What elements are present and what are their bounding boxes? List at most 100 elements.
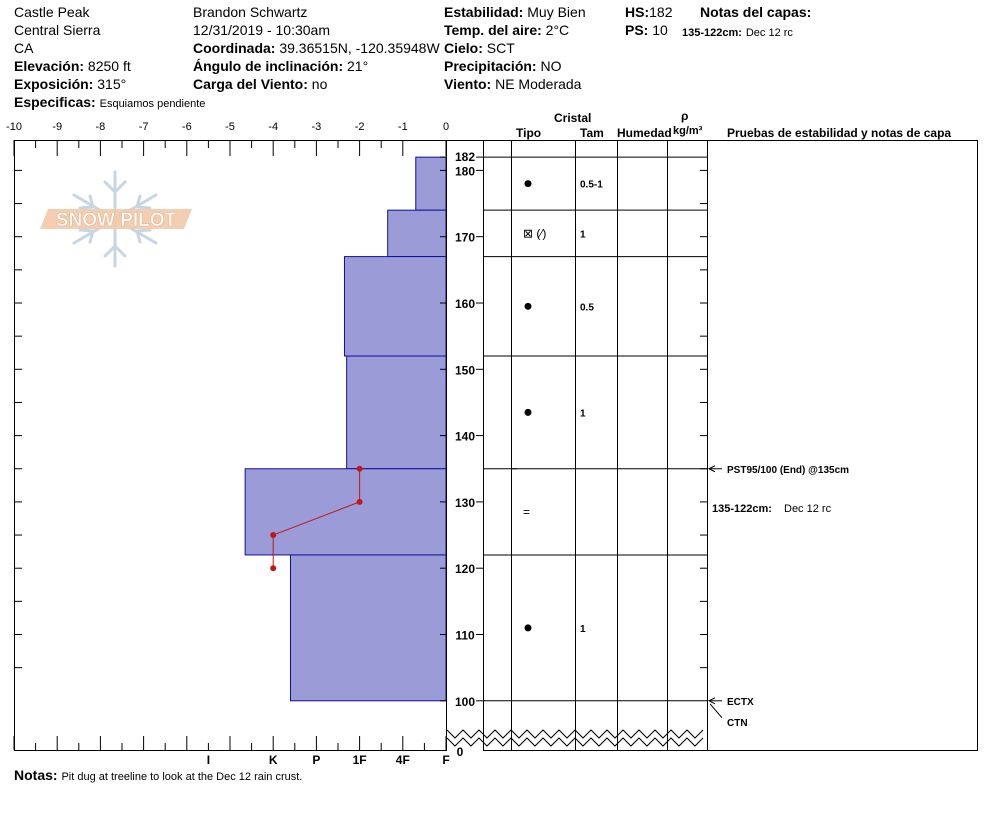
hardness-label-1F: 1F <box>353 753 367 767</box>
wind-load-label: Carga del Viento: <box>193 76 308 92</box>
layer-note: 135-122cm: Dec 12 rc <box>682 23 793 41</box>
temperature-line <box>272 468 361 569</box>
sky-label: Cielo: <box>444 40 483 56</box>
grain-size: 1 <box>580 229 586 240</box>
hardness-layers <box>244 156 447 702</box>
depth-label: 182 <box>455 150 475 164</box>
grain-type-symbol: ⊠ (∕) <box>523 226 546 240</box>
hardness-label-4F: 4F <box>396 753 410 767</box>
notes-text: Pit dug at treeline to look at the Dec 1… <box>61 771 303 783</box>
slope-value: 21° <box>347 58 369 74</box>
test-arrowhead <box>707 465 716 473</box>
notes: Notas: Pit dug at treeline to look at th… <box>14 767 302 785</box>
hardness-axis: I K P 1F 4F F <box>13 736 450 767</box>
elevation-value: 8250 ft <box>87 58 131 74</box>
col-type: Tipo <box>516 126 542 140</box>
test-label: ECTX <box>727 697 754 708</box>
temp-tick-label: -10 <box>6 121 22 133</box>
grain-size: 0.5-1 <box>580 180 603 191</box>
hardness-bar-0 <box>415 156 447 211</box>
coord-label: Coordinada: <box>193 40 276 56</box>
layer-note-range: 135-122cm: <box>712 503 772 515</box>
ps-label: PS: <box>625 22 649 38</box>
hardness-label-F: F <box>442 753 449 767</box>
precip-value: NO <box>540 58 562 74</box>
hs-value: 182 <box>649 4 673 20</box>
hardness-bar-5 <box>289 554 447 702</box>
coord-value: 39.36515N, -120.35948W <box>279 40 440 56</box>
wind-loading: Carga del Viento: no <box>193 76 327 92</box>
aspect-label: Exposición: <box>14 76 94 92</box>
sky: Cielo: SCT <box>444 40 515 56</box>
hardness-bar-2 <box>343 256 447 357</box>
zigzag-line-0 <box>446 729 704 739</box>
grain-round-icon <box>524 302 532 310</box>
grain-size: 1 <box>580 624 586 635</box>
air-temp-value: 2°C <box>545 22 570 38</box>
air-temp-label: Temp. del aire: <box>444 22 542 38</box>
zigzag-line-1 <box>446 737 704 747</box>
specifics-value: Esquiamos pendiente <box>99 98 206 110</box>
precip-label: Precipitación: <box>444 58 537 74</box>
hardness-label-I: I <box>207 753 210 767</box>
aspect-value: 315° <box>97 76 127 92</box>
temp-tick-label: -1 <box>398 121 408 133</box>
hs-label: HS: <box>625 4 650 20</box>
depth-label: 180 <box>455 164 475 178</box>
coordinates: Coordinada: 39.36515N, -120.35948W <box>193 40 440 56</box>
depth-label: 100 <box>455 695 475 709</box>
test-arrow <box>709 703 723 719</box>
temperature-point-0 <box>356 465 363 472</box>
temperature-point-3 <box>270 565 277 572</box>
test-label: PST95/100 (End) @135cm <box>727 465 849 476</box>
grain-size: 1 <box>580 408 586 419</box>
state: CA <box>14 40 34 56</box>
specifics: Especificas: Esquiamos pendiente <box>14 94 205 112</box>
wind: Viento: NE Moderada <box>444 76 581 92</box>
temp-tick-label: -9 <box>52 121 62 133</box>
pit-depth: PS: 10 <box>625 22 668 38</box>
grain-round-icon <box>524 624 532 632</box>
stability-value: Muy Bien <box>527 4 586 20</box>
temp-tick-label: -7 <box>139 121 149 133</box>
hardness-label-K: K <box>269 753 278 767</box>
slope-label: Ángulo de inclinación: <box>193 58 344 74</box>
layer-notes-title: Notas del capas: <box>700 4 812 20</box>
sky-value: SCT <box>486 40 515 56</box>
col-tests: Pruebas de estabilidad y notas de capa <box>727 126 952 140</box>
obs-datetime: 12/31/2019 - 10:30am <box>193 22 330 38</box>
temperature-profile <box>270 465 363 572</box>
temp-tick-label: -2 <box>355 121 365 133</box>
temperature-point-1 <box>356 498 363 505</box>
depth-label: 130 <box>455 496 475 510</box>
grain-round-icon <box>524 408 532 416</box>
logo-banner <box>40 209 192 229</box>
grain-round-icon <box>524 180 532 188</box>
depth-label: 150 <box>455 363 475 377</box>
col-crystal: Cristal <box>554 111 592 125</box>
mountain-range: Central Sierra <box>14 22 101 38</box>
wind-value: NE Moderada <box>495 76 582 92</box>
slope-angle: Ángulo de inclinación: 21° <box>193 58 368 74</box>
temp-tick-label: -5 <box>225 121 235 133</box>
hardness-label-P: P <box>312 753 320 767</box>
depth-label: 160 <box>455 297 475 311</box>
temp-tick-label: -8 <box>96 121 106 133</box>
pit-break-zigzag <box>446 729 704 747</box>
col-size: Tam <box>580 126 604 140</box>
layer-note-range: 135-122cm: <box>682 27 742 39</box>
hardness-bar-3 <box>346 355 447 470</box>
snow-height: HS:182 <box>625 4 672 20</box>
elevation-label: Elevación: <box>14 58 85 74</box>
grain-size: 0.5 <box>580 302 594 313</box>
elevation: Elevación: 8250 ft <box>14 58 131 74</box>
crystal-table-rows: 0.5-1 ⊠ (∕) 1 0.5 1 = 1 <box>483 156 707 702</box>
temp-tick-label: 0 <box>443 121 449 133</box>
observer: Brandon Schwartz <box>193 4 308 20</box>
temperature-point-2 <box>270 532 277 539</box>
specifics-label: Especificas: <box>14 94 96 110</box>
depth-label: 120 <box>455 562 475 576</box>
col-density-unit: kg/m³ <box>673 125 703 137</box>
